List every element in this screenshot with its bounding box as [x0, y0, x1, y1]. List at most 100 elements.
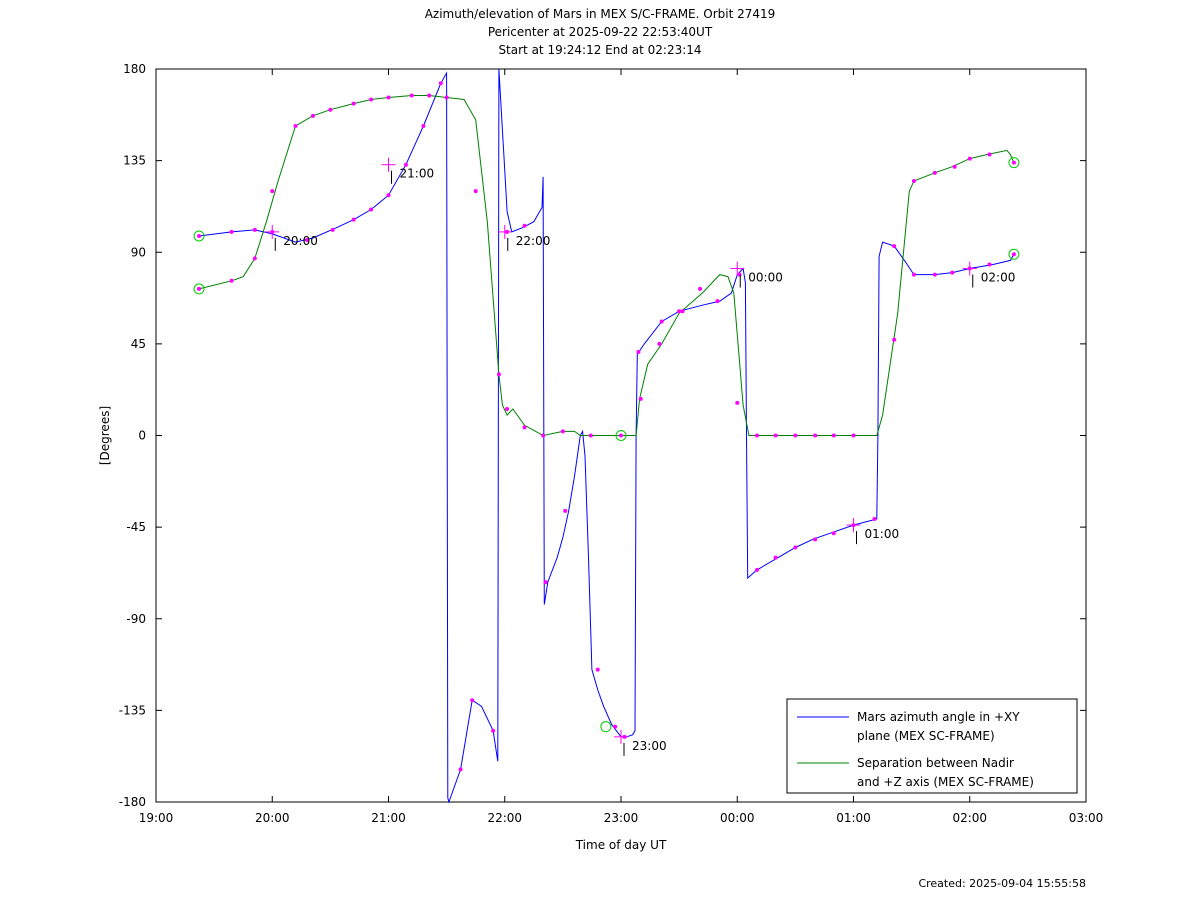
hour-annotation-label: 20:00	[283, 234, 318, 248]
legend-label-1: and +Z axis (MEX SC-FRAME)	[857, 775, 1034, 789]
hour-annotation-label: 02:00	[981, 271, 1016, 285]
series-marker-1	[328, 107, 333, 112]
series-marker-1	[657, 341, 662, 346]
series-marker-1	[409, 93, 414, 98]
x-tick-label: 23:00	[604, 811, 639, 825]
series-marker-1	[831, 433, 836, 438]
series-marker-0	[636, 350, 641, 355]
series-marker-1	[310, 113, 315, 118]
x-tick-label: 03:00	[1069, 811, 1104, 825]
series-marker-0	[386, 193, 391, 198]
series-marker-0	[470, 698, 475, 703]
endpoint-circle	[615, 430, 627, 441]
series-marker-1	[473, 189, 478, 194]
y-tick-label: 180	[123, 62, 146, 76]
x-axis-label: Time of day UT	[575, 838, 667, 852]
series-marker-0	[659, 319, 664, 324]
y-tick-label: 45	[131, 337, 146, 351]
series-marker-0	[892, 244, 897, 249]
legend-label-1: Separation between Nadir	[857, 756, 1014, 770]
series-marker-0	[197, 233, 202, 238]
series-marker-0	[563, 508, 568, 513]
series-marker-1	[588, 433, 593, 438]
series-marker-0	[403, 162, 408, 167]
series-marker-1	[270, 189, 275, 194]
y-axis-label: [Degrees]	[98, 406, 112, 465]
series-marker-0	[987, 262, 992, 267]
series-marker-1	[911, 178, 916, 183]
series-marker-1	[698, 286, 703, 291]
series-marker-1	[1011, 160, 1016, 165]
series-marker-0	[458, 767, 463, 772]
chart-subtitle-pericenter: Pericenter at 2025-09-22 22:53:40UT	[487, 25, 713, 39]
y-tick-label: -45	[126, 520, 146, 534]
series-marker-1	[638, 396, 643, 401]
series-marker-1	[793, 433, 798, 438]
x-tick-label: 01:00	[836, 811, 871, 825]
legend-label-0: Mars azimuth angle in +XY	[857, 710, 1020, 724]
x-tick-label: 00:00	[720, 811, 755, 825]
series-marker-0	[813, 537, 818, 542]
y-tick-label: -135	[119, 703, 146, 717]
series-marker-1	[496, 372, 501, 377]
series-marker-0	[680, 309, 685, 314]
x-tick-label: 21:00	[371, 811, 406, 825]
series-marker-0	[522, 223, 527, 228]
series-marker-1	[427, 93, 432, 98]
hour-annotation-label: 21:00	[400, 167, 435, 181]
y-tick-label: 90	[131, 245, 146, 259]
series-marker-0	[438, 81, 443, 86]
chart-subtitle-range: Start at 19:24:12 End at 02:23:14	[498, 43, 702, 57]
series-marker-1	[444, 95, 449, 100]
legend-label-0: plane (MEX SC-FRAME)	[857, 729, 995, 743]
series-marker-1	[351, 101, 356, 106]
series-marker-1	[735, 400, 740, 405]
endpoint-circle	[193, 230, 205, 242]
x-tick-label: 20:00	[255, 811, 290, 825]
series-marker-1	[773, 433, 778, 438]
chart-title: Azimuth/elevation of Mars in MEX S/C-FRA…	[424, 7, 776, 21]
series-marker-0	[911, 272, 916, 277]
hour-annotation-label: 00:00	[748, 271, 783, 285]
series-marker-0	[252, 227, 257, 232]
endpoint-circle	[1008, 248, 1020, 260]
series-marker-1	[505, 407, 510, 412]
series-marker-1	[522, 425, 527, 430]
series-marker-1	[755, 433, 760, 438]
series-marker-1	[987, 152, 992, 157]
endpoint-circle	[1008, 157, 1020, 169]
series-marker-1	[386, 95, 391, 100]
series-marker-1	[851, 433, 856, 438]
x-tick-label: 22:00	[487, 811, 522, 825]
hour-annotation-label: 22:00	[516, 234, 551, 248]
series-marker-1	[229, 278, 234, 283]
series-marker-0	[229, 229, 234, 234]
series-marker-0	[613, 724, 618, 729]
series-marker-1	[677, 309, 682, 314]
series-marker-0	[543, 580, 548, 585]
hour-annotation-label: 01:00	[865, 527, 900, 541]
x-tick-label: 19:00	[139, 811, 174, 825]
y-tick-label: 135	[123, 154, 146, 168]
series-line-1	[198, 95, 1015, 437]
series-marker-0	[793, 545, 798, 550]
series-marker-0	[369, 207, 374, 212]
series-marker-1	[252, 256, 257, 261]
series-marker-0	[872, 516, 877, 521]
series-marker-0	[305, 238, 310, 243]
series-marker-0	[595, 667, 600, 672]
y-tick-label: -90	[126, 612, 146, 626]
x-tick-label: 02:00	[952, 811, 987, 825]
legend-box	[786, 698, 1078, 794]
series-marker-0	[330, 227, 335, 232]
series-marker-0	[755, 567, 760, 572]
series-marker-1	[813, 433, 818, 438]
series-marker-1	[967, 156, 972, 161]
series-marker-0	[491, 728, 496, 733]
created-timestamp: Created: 2025-09-04 15:55:58	[918, 877, 1086, 890]
series-marker-0	[351, 217, 356, 222]
series-marker-0	[737, 272, 742, 277]
series-marker-1	[892, 337, 897, 342]
endpoint-circle	[193, 283, 205, 295]
